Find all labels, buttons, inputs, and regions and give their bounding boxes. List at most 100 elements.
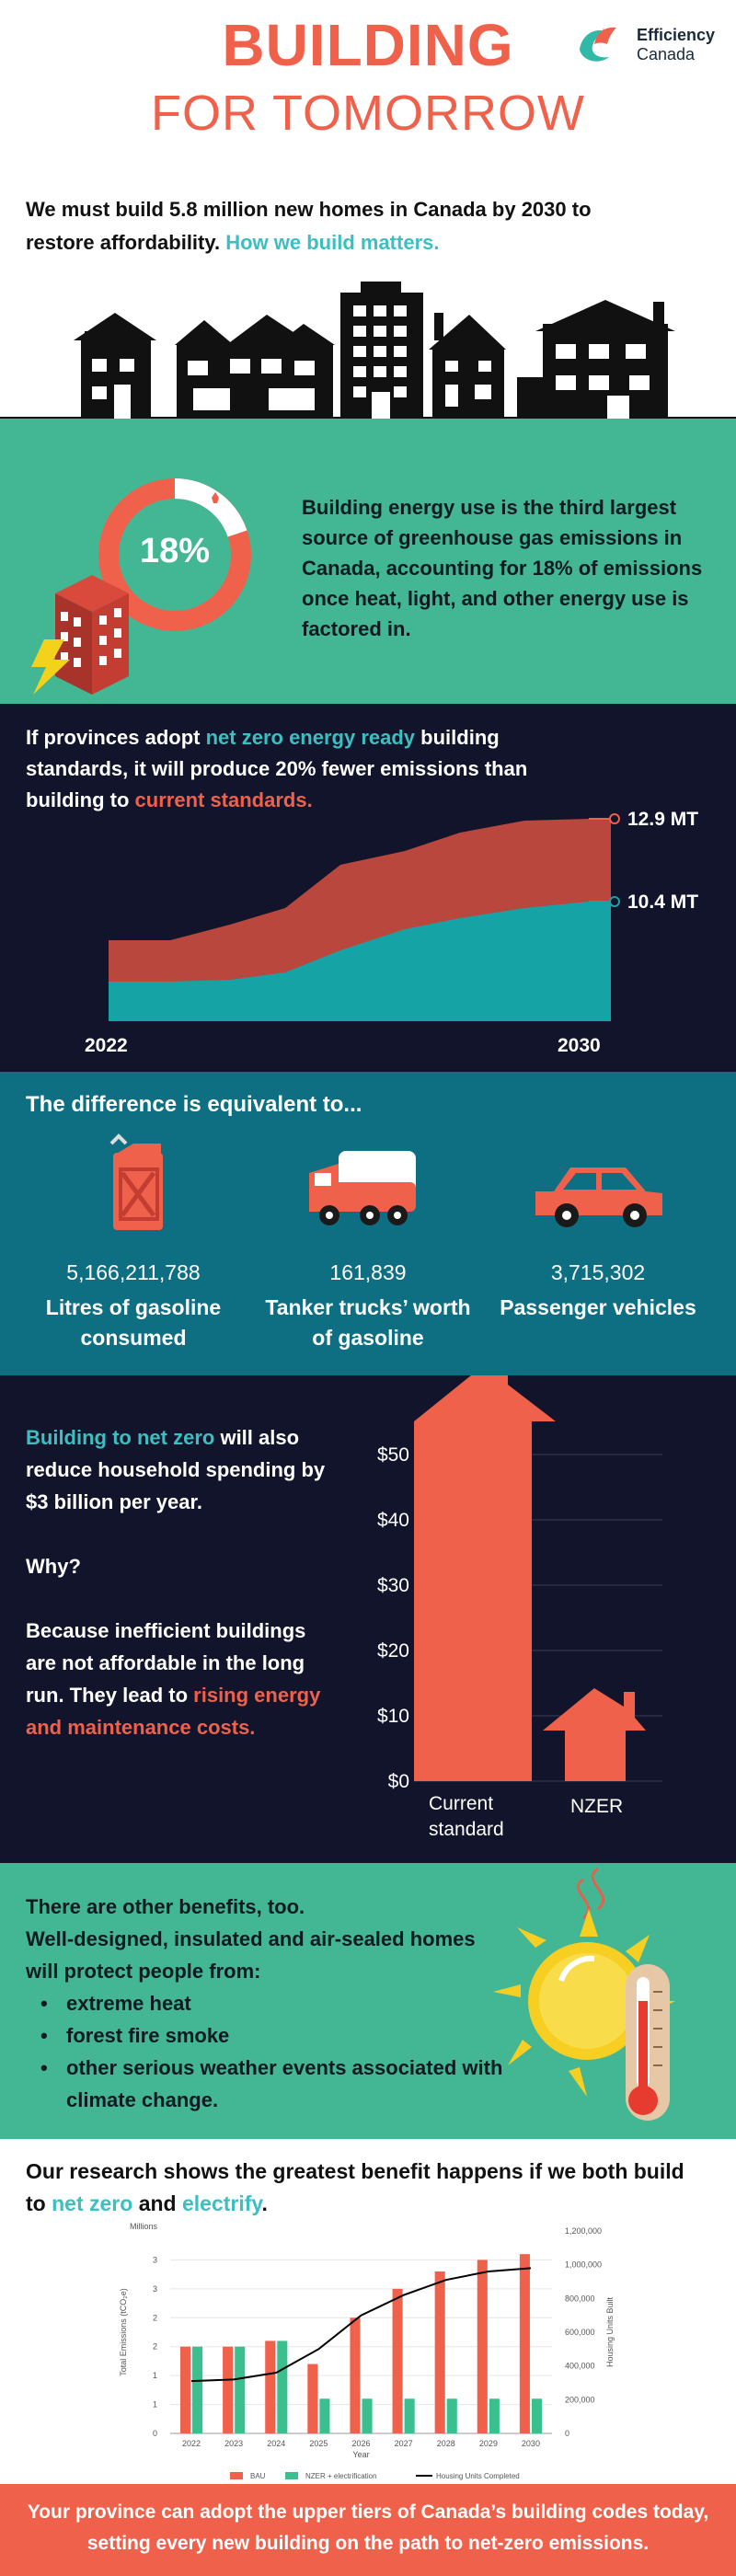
bar-bau xyxy=(179,2346,191,2433)
benefits-list: extreme heat forest fire smoke other ser… xyxy=(40,1987,504,2116)
y-tick: $40 xyxy=(377,1510,409,1531)
bar-nzer-electrification xyxy=(446,2398,457,2433)
equivalent-value: 3,715,302 xyxy=(550,1260,646,1284)
bar-bau xyxy=(350,2317,361,2433)
label-12-9: 12.9 MT xyxy=(627,809,698,830)
legend-swatch xyxy=(285,2472,298,2479)
bar-bau xyxy=(265,2340,276,2433)
x-axis-label: Year xyxy=(352,2450,369,2459)
bar-label-nzer: NZER xyxy=(570,1796,623,1817)
y-tick-left: 0 xyxy=(153,2429,157,2438)
housing-units-line xyxy=(191,2267,532,2383)
call-to-action-footer: Your province can adopt the upper tiers … xyxy=(0,2484,736,2576)
donut-gauge-icon xyxy=(31,478,251,695)
car-icon xyxy=(535,1167,662,1227)
houses-skyline-illustration xyxy=(0,282,736,419)
other-benefits-section: There are other benefits, too. Well-desi… xyxy=(0,1863,736,2139)
y-unit-label: Millions xyxy=(130,2222,158,2231)
research-section: Our research shows the greatest benefit … xyxy=(0,2139,736,2484)
y-tick-right: 0 xyxy=(565,2429,569,2438)
bar-current-standard xyxy=(414,1375,556,1781)
equivalent-vehicles: 3,715,302 Passenger vehicles xyxy=(488,1072,708,1375)
y-tick-left: 3 xyxy=(153,2255,157,2264)
y-tick: $50 xyxy=(377,1444,409,1466)
bar-nzer-electrification xyxy=(362,2398,373,2433)
bar-nzer-electrification xyxy=(489,2398,500,2433)
gas-can-icon xyxy=(109,1133,163,1230)
y-tick-left: 2 xyxy=(153,2313,157,2322)
y-tick: $30 xyxy=(377,1575,409,1596)
legend-swatch xyxy=(230,2472,243,2479)
x-tick-label: 2030 xyxy=(522,2439,540,2448)
bar-nzer-electrification xyxy=(277,2340,288,2433)
x-label-end: 2030 xyxy=(558,1035,601,1056)
y-axis-label: Total Emissions (tCO₂e) xyxy=(119,2288,128,2376)
y-tick: $10 xyxy=(377,1706,409,1727)
header-section: BUILDING FOR TOMORROW Efficiency Canada … xyxy=(0,0,736,419)
leaf-logo-icon xyxy=(580,27,616,62)
y-tick-right: 200,000 xyxy=(565,2395,595,2404)
bar-nzer-electrification xyxy=(531,2398,543,2433)
equivalent-label: Passenger vehicles xyxy=(500,1295,696,1319)
footer-text: Your province can adopt the upper tiers … xyxy=(27,2501,709,2554)
y-tick-left: 3 xyxy=(153,2284,157,2294)
x-tick-label: 2022 xyxy=(182,2439,201,2448)
bar-bau xyxy=(307,2363,318,2433)
y-tick: $0 xyxy=(388,1771,409,1792)
equivalents-section: The difference is equivalent to... 5,166… xyxy=(0,1072,736,1375)
stat-text: Building energy use is the third largest… xyxy=(302,496,703,640)
x-tick-label: 2029 xyxy=(479,2439,498,2448)
logo-sub: Canada xyxy=(637,45,696,63)
title-line2: FOR TOMORROW xyxy=(151,86,585,141)
legend-label: Housing Units Completed xyxy=(436,2472,520,2480)
intro-highlight: How we build matters. xyxy=(225,231,440,254)
x-tick-label: 2028 xyxy=(437,2439,455,2448)
bar-label-current-2: standard xyxy=(429,1819,504,1840)
truck-icon xyxy=(309,1151,416,1225)
intro-text: We must build 5.8 million new homes in C… xyxy=(26,198,592,254)
equivalent-tanker: 161,839 Tanker trucks’ worth of gasoline xyxy=(258,1072,478,1375)
bar-label-current: Current xyxy=(429,1793,493,1814)
x-tick-label: 2023 xyxy=(224,2439,243,2448)
list-item: extreme heat xyxy=(40,1987,504,2019)
bar-nzer-electrification xyxy=(319,2398,330,2433)
research-text: Our research shows the greatest benefit … xyxy=(26,2159,684,2215)
efficiency-canada-logo[interactable]: Efficiency Canada xyxy=(572,22,729,68)
list-item: other serious weather events associated … xyxy=(40,2052,504,2116)
bar-nzer xyxy=(543,1688,646,1781)
equivalent-value: 161,839 xyxy=(329,1260,407,1284)
equivalent-label: Litres of gasoline consumed xyxy=(45,1295,222,1350)
emissions-housing-combo-chart: 0 1 1 2 2 3 3 0 200,000 400,000 600,000 800,000 1,00… xyxy=(119,2222,615,2480)
x-tick-label: 2024 xyxy=(267,2439,285,2448)
bar-bau xyxy=(392,2288,403,2433)
percent-label: 18% xyxy=(139,532,211,570)
y-tick-left: 2 xyxy=(153,2342,157,2352)
y-axis-label-right: Housing Units Built xyxy=(605,2296,615,2367)
x-label-start: 2022 xyxy=(85,1035,128,1056)
sun-thermometer-icon xyxy=(493,1867,675,2121)
equivalents-heading: The difference is equivalent to... xyxy=(26,1092,362,1117)
emissions-text: If provinces adopt net zero energy ready… xyxy=(26,726,528,811)
x-tick-label: 2026 xyxy=(351,2439,370,2448)
y-tick-right: 600,000 xyxy=(565,2328,595,2337)
bar-bau xyxy=(434,2271,445,2433)
y-tick: $20 xyxy=(377,1640,409,1662)
y-tick-left: 1 xyxy=(153,2371,157,2380)
y-tick-left: 1 xyxy=(153,2400,157,2409)
x-tick-label: 2027 xyxy=(395,2439,413,2448)
bar-bau xyxy=(477,2260,488,2433)
list-item: forest fire smoke xyxy=(40,2019,504,2052)
bar-nzer-electrification xyxy=(404,2398,415,2433)
emissions-share-section: 18% Building energy use is the third lar… xyxy=(0,419,736,704)
y-tick-right: 400,000 xyxy=(565,2362,595,2371)
title-line1: BUILDING xyxy=(222,12,514,78)
legend-label: BAU xyxy=(250,2472,266,2480)
equivalent-label: Tanker trucks’ worth of gasoline xyxy=(265,1295,471,1350)
bar-nzer-electrification xyxy=(192,2346,203,2433)
equivalent-gasoline: 5,166,211,788 Litres of gasoline consume… xyxy=(23,1072,244,1375)
benefits-text: There are other benefits, too. Well-desi… xyxy=(26,1891,504,2116)
x-tick-label: 2025 xyxy=(309,2439,328,2448)
emissions-forecast-section: If provinces adopt net zero energy ready… xyxy=(0,704,736,1072)
bar-bau xyxy=(519,2254,530,2433)
